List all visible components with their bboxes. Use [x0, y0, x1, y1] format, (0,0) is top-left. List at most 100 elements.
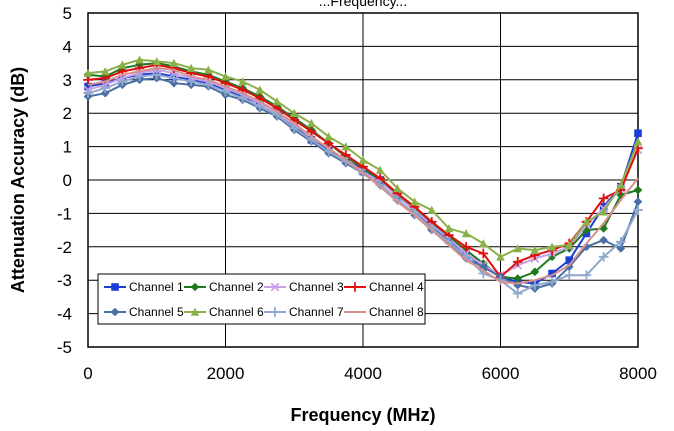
data-point-channel-5	[169, 78, 179, 88]
data-point-channel-7	[616, 236, 626, 247]
data-point-channel-2	[616, 190, 626, 200]
data-point-channel-1	[634, 129, 642, 138]
data-point-channel-2	[547, 252, 557, 262]
data-point-channel-6	[83, 68, 93, 77]
data-point-channel-7	[100, 83, 110, 93]
data-point-channel-6	[307, 118, 316, 128]
data-point-channel-6	[118, 60, 127, 69]
x-axis-ticks: 0 2000 4000 6000 8000	[83, 364, 657, 383]
data-point-channel-7	[547, 277, 557, 287]
legend: Channel 1 Channel 2 Channel 3 Channel 4 Chan…	[97, 273, 426, 325]
legend-item-channel-5: Channel 5	[104, 305, 184, 319]
y-axis-title: Attenuation Accuracy (dB)	[8, 67, 28, 293]
legend-swatch-marker	[350, 282, 360, 292]
data-point-channel-5	[633, 197, 643, 207]
x-tick-label: 4000	[344, 364, 382, 383]
data-point-channel-6	[582, 217, 591, 226]
data-point-channel-6	[204, 65, 213, 74]
y-tick-label: 2	[63, 104, 72, 123]
legend-swatch-marker	[190, 307, 200, 316]
data-point-channel-7	[530, 280, 540, 291]
data-point-channel-4	[461, 242, 471, 252]
plot-border	[87, 12, 639, 348]
legend-item-channel-4: Channel 4	[344, 280, 424, 294]
legend-label: Channel 2	[209, 280, 264, 294]
y-tick-label: 5	[63, 4, 72, 23]
data-point-channel-2	[599, 224, 608, 233]
legend-item-channel-2: Channel 2	[184, 280, 264, 294]
data-point-channel-6	[547, 242, 557, 251]
data-point-channel-7	[151, 69, 162, 80]
legend-label: Channel 5	[129, 305, 184, 319]
chart-title: ...Frequency...	[319, 0, 407, 9]
legend-label: Channel 6	[209, 305, 264, 319]
data-point-channel-6	[135, 55, 144, 64]
data-point-channel-6	[616, 180, 626, 189]
data-point-channel-6	[341, 142, 351, 151]
data-point-channel-6	[410, 197, 419, 206]
series-line-channel-8	[87, 67, 639, 285]
series-layer	[83, 55, 643, 299]
legend-swatch-marker	[111, 283, 119, 291]
legend-swatch-marker	[110, 307, 120, 317]
data-point-channel-6	[324, 132, 333, 141]
legend-item-channel-7: Channel 7	[264, 305, 344, 319]
data-point-channel-6	[238, 77, 247, 86]
data-point-channel-5	[564, 262, 574, 272]
data-point-channel-6	[272, 97, 282, 106]
data-point-channel-2	[633, 185, 643, 195]
data-point-channel-6	[444, 224, 454, 233]
data-point-channel-2	[582, 225, 591, 235]
data-point-channel-6	[169, 58, 179, 67]
data-point-channel-6	[186, 63, 196, 72]
data-point-channel-3	[152, 65, 162, 75]
data-point-channel-6	[633, 137, 643, 146]
data-point-channel-7	[220, 86, 231, 97]
data-point-channel-7	[289, 123, 300, 134]
data-point-channel-7	[134, 71, 145, 82]
data-point-channel-4	[598, 193, 609, 204]
x-axis-title: Frequency (MHz)	[290, 405, 435, 425]
data-point-channel-6	[513, 244, 522, 253]
data-point-channel-7	[169, 73, 179, 83]
series-channel-8	[87, 67, 639, 285]
y-tick-label: -2	[57, 238, 72, 257]
data-point-channel-2	[513, 274, 522, 283]
legend-label: Channel 7	[289, 305, 344, 319]
x-tick-label: 8000	[619, 364, 657, 383]
data-point-channel-5	[616, 244, 626, 253]
x-tick-label: 6000	[482, 364, 520, 383]
legend-swatch-marker	[270, 307, 280, 317]
data-point-channel-6	[255, 85, 265, 94]
data-point-channel-7	[633, 205, 643, 215]
data-point-channel-7	[564, 270, 575, 280]
legend-label: Channel 4	[369, 280, 424, 294]
data-point-channel-1	[599, 202, 608, 211]
legend-swatch-marker	[270, 282, 280, 292]
data-point-channel-6	[100, 67, 110, 76]
data-point-channel-5	[513, 280, 522, 290]
legend-item-channel-6: Channel 6	[184, 305, 264, 319]
y-tick-label: -1	[57, 204, 72, 223]
data-point-channel-6	[479, 239, 488, 248]
y-tick-label: -5	[57, 338, 72, 357]
data-point-channel-6	[289, 108, 299, 117]
y-tick-label: -3	[57, 271, 72, 290]
legend-label: Channel 8	[369, 305, 424, 319]
data-point-channel-6	[152, 57, 162, 66]
data-point-channel-7	[117, 76, 128, 87]
data-point-channel-6	[427, 205, 437, 214]
data-point-channel-1	[565, 256, 574, 264]
data-point-channel-7	[186, 76, 196, 87]
data-point-channel-4	[478, 248, 489, 259]
legend-item-channel-8: Channel 8	[344, 305, 424, 319]
data-point-channel-6	[393, 184, 402, 193]
data-point-channel-1	[84, 82, 92, 91]
data-point-channel-7	[237, 93, 248, 103]
legend-label: Channel 3	[289, 280, 344, 294]
y-axis-ticks: 5 4 3 2 1 0 -1 -2 -3 -4 -5	[57, 4, 72, 357]
legend-label: Channel 1	[129, 280, 184, 294]
data-point-channel-7	[255, 101, 265, 112]
data-point-channel-1	[101, 79, 109, 87]
